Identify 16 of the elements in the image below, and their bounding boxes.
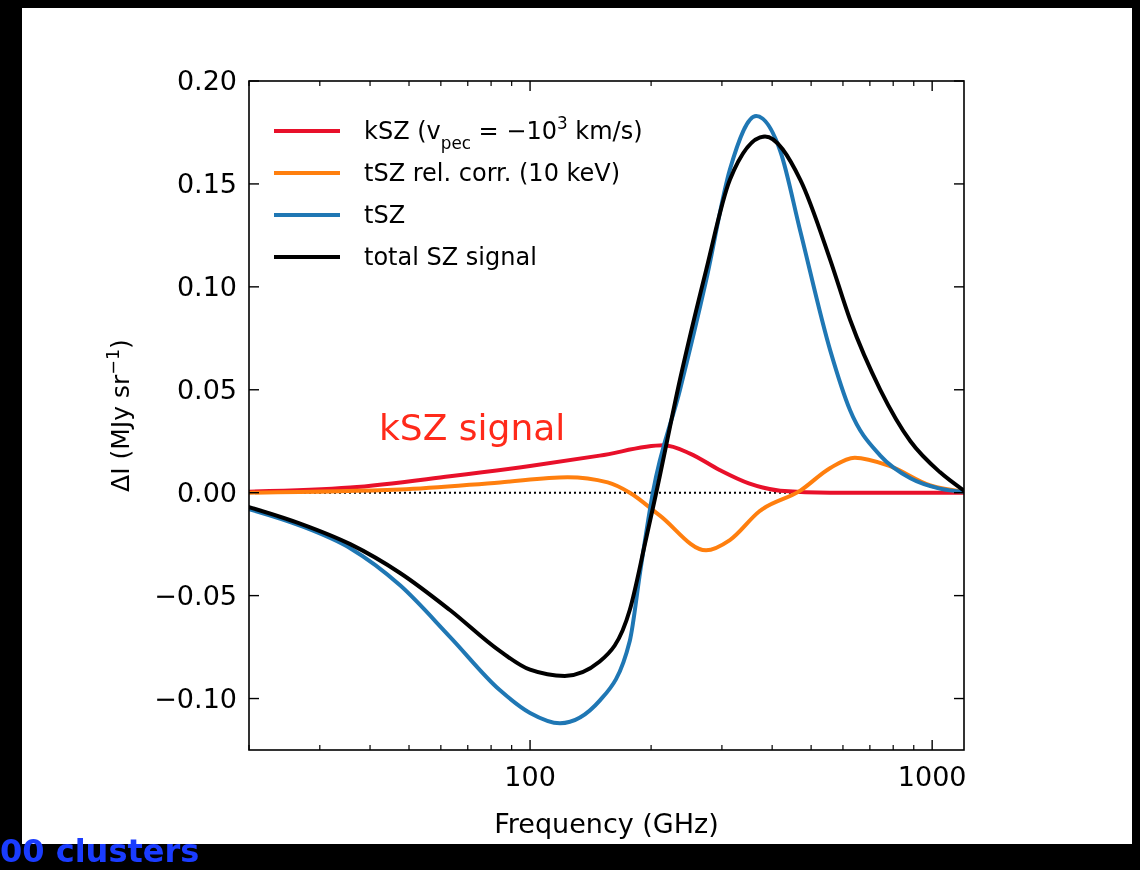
legend-label: tSZ xyxy=(364,201,406,230)
y-tick-label: 0.20 xyxy=(176,65,237,97)
x-axis-title: Frequency (GHz) xyxy=(494,808,719,839)
legend-label: total SZ signal xyxy=(364,243,537,272)
y-tick-label: 0.05 xyxy=(176,374,237,406)
legend-label: tSZ rel. corr. (10 keV) xyxy=(364,159,621,188)
x-tick-label: 1000 xyxy=(897,761,967,792)
annotation: kSZ signal xyxy=(379,407,566,448)
y-tick-label: 0.00 xyxy=(176,477,237,509)
text: 00 clusters xyxy=(0,832,200,870)
legend-label: kSZ (v$_{pec}$ = −10$^{3}$ km/s) xyxy=(364,113,643,154)
y-tick-label: −0.10 xyxy=(154,682,237,714)
y-tick-label: 0.10 xyxy=(176,271,237,303)
y-tick-label: 0.15 xyxy=(176,168,237,200)
y-tick-label: −0.05 xyxy=(154,580,237,612)
x-tick-label: 100 xyxy=(504,761,556,792)
